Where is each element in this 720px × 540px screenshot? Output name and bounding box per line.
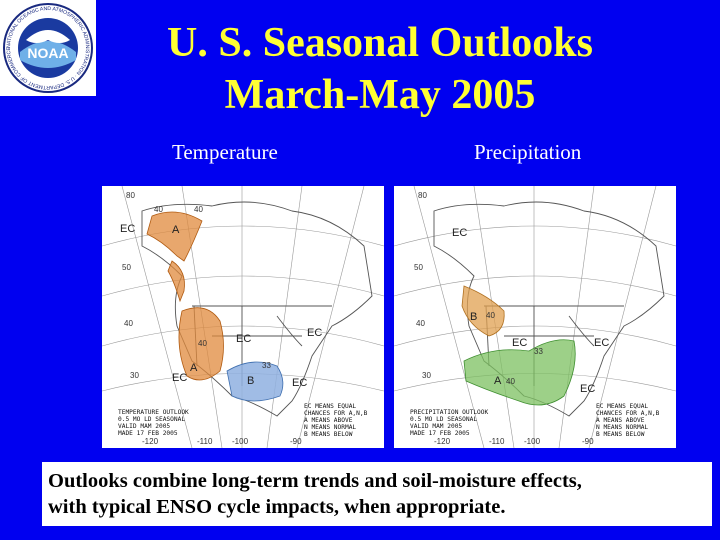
prob-contour-label: 40 [154,205,163,214]
ec-mark: EC [594,337,609,349]
ec-mark: EC [120,223,135,235]
noaa-logo: NOAA NATIONAL OCEANIC AND ATMOSPHERIC AD… [0,0,96,96]
ec-mark: EC [236,333,251,345]
below-mark: B [247,375,254,387]
svg-text:A MEANS ABOVE: A MEANS ABOVE [596,417,645,424]
below-normal-south [226,361,284,402]
lat-label-40: 40 [124,319,133,328]
svg-text:CHANCES FOR A,N,B: CHANCES FOR A,N,B [304,410,368,417]
outlook-info-box: TEMPERATURE OUTLOOK 0.5 MO LD SEASONAL V… [118,409,189,437]
caption-line-1: Outlooks combine long-term trends and so… [48,470,582,492]
svg-text:B MEANS BELOW: B MEANS BELOW [596,431,645,438]
svg-text:B MEANS BELOW: B MEANS BELOW [304,431,353,438]
lat-label-30: 30 [422,371,431,380]
svg-text:N MEANS NORMAL: N MEANS NORMAL [596,424,648,431]
prob-contour-label: 40 [506,377,515,386]
above-mark: A [172,224,180,236]
svg-text:EC MEANS EQUAL: EC MEANS EQUAL [304,403,356,410]
title-line-2: March-May 2005 [224,72,536,118]
svg-text:A MEANS ABOVE: A MEANS ABOVE [304,417,353,424]
lon-label-90: -90 [290,437,302,446]
legend-box: EC MEANS EQUAL CHANCES FOR A,N,B A MEANS… [304,403,368,438]
caption-box: Outlooks combine long-term trends and so… [42,462,712,526]
prob-contour-label: 40 [486,311,495,320]
prob-contour-label: 40 [194,205,203,214]
prob-contour-label: 33 [534,347,543,356]
precipitation-outlook-map: EC B EC EC A EC 40 33 40 80 50 40 30 -12… [394,186,676,448]
svg-text:EC MEANS EQUAL: EC MEANS EQUAL [596,403,648,410]
lon-label-100: -100 [524,437,541,446]
lat-label-50: 50 [414,263,423,272]
svg-text:VALID MAM 2005: VALID MAM 2005 [410,423,462,430]
caption-line-2: with typical ENSO cycle impacts, when ap… [48,496,506,518]
svg-text:0.5 MO LD SEASONAL: 0.5 MO LD SEASONAL [118,416,185,423]
above-normal-south [463,339,576,406]
below-mark: B [470,311,477,323]
svg-text:N MEANS NORMAL: N MEANS NORMAL [304,424,356,431]
lon-label-90: -90 [582,437,594,446]
outlook-info-box: PRECIPITATION OUTLOOK 0.5 MO LD SEASONAL… [410,409,489,437]
ec-mark: EC [292,377,307,389]
lon-label-120: -120 [142,437,159,446]
lon-label-110: -110 [489,437,505,446]
above-mark: A [190,362,198,374]
lat-label-80: 80 [418,191,427,200]
legend-box: EC MEANS EQUAL CHANCES FOR A,N,B A MEANS… [596,403,660,438]
above-mark: A [494,375,502,387]
svg-text:CHANCES FOR A,N,B: CHANCES FOR A,N,B [596,410,660,417]
noaa-logo-text: NOAA [27,45,68,61]
above-normal-west [178,307,224,381]
temperature-label: Temperature [172,140,278,164]
svg-text:TEMPERATURE OUTLOOK: TEMPERATURE OUTLOOK [118,409,189,416]
below-normal-northwest [461,285,505,337]
title-line-1: U. S. Seasonal Outlooks [167,20,593,66]
ec-mark: EC [172,372,187,384]
lat-label-30: 30 [130,371,139,380]
lon-label-120: -120 [434,437,451,446]
ec-mark: EC [307,327,322,339]
svg-text:PRECIPITATION OUTLOOK: PRECIPITATION OUTLOOK [410,409,489,416]
prob-contour-label: 33 [262,361,271,370]
svg-text:MADE 17 FEB 2005: MADE 17 FEB 2005 [118,430,178,437]
precipitation-label: Precipitation [474,140,582,164]
above-normal-pnw [167,260,185,303]
temperature-outlook-map: EC A A EC EC EC B EC 40 33 40 40 80 50 4… [102,186,384,448]
lat-label-80: 80 [126,191,135,200]
lon-label-100: -100 [232,437,249,446]
lon-label-110: -110 [197,437,213,446]
ec-mark: EC [580,383,595,395]
lat-label-50: 50 [122,263,131,272]
prob-contour-label: 40 [198,339,207,348]
svg-text:MADE 17 FEB 2005: MADE 17 FEB 2005 [410,430,470,437]
svg-text:0.5 MO LD SEASONAL: 0.5 MO LD SEASONAL [410,416,477,423]
above-normal-alaska [146,211,203,262]
ec-mark: EC [452,227,467,239]
lat-label-40: 40 [416,319,425,328]
ec-mark: EC [512,337,527,349]
svg-text:VALID MAM 2005: VALID MAM 2005 [118,423,170,430]
coastlines [141,201,373,417]
